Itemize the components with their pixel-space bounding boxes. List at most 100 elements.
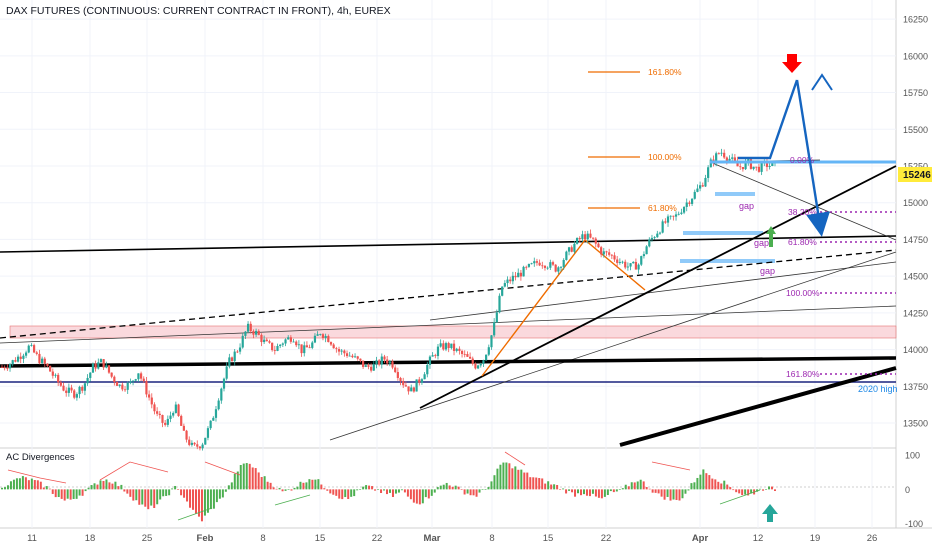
candle[interactable]: [549, 259, 552, 271]
candle[interactable]: [739, 162, 742, 170]
candle[interactable]: [327, 334, 330, 343]
candle[interactable]: [471, 356, 474, 366]
candle[interactable]: [509, 276, 512, 284]
candle[interactable]: [14, 357, 17, 363]
candle[interactable]: [19, 352, 22, 364]
candle[interactable]: [292, 338, 295, 343]
candle[interactable]: [75, 392, 78, 401]
candle[interactable]: [602, 247, 605, 258]
candle[interactable]: [305, 341, 309, 348]
candle[interactable]: [672, 215, 675, 221]
candle[interactable]: [105, 361, 108, 369]
candle[interactable]: [345, 350, 349, 358]
candle[interactable]: [91, 362, 95, 373]
candle[interactable]: [161, 414, 164, 428]
candle[interactable]: [297, 340, 300, 350]
candle[interactable]: [0, 364, 4, 369]
candle[interactable]: [720, 148, 723, 157]
candle[interactable]: [661, 219, 664, 234]
candle[interactable]: [632, 261, 635, 264]
candle[interactable]: [265, 337, 268, 342]
candle[interactable]: [38, 349, 41, 365]
candle[interactable]: [490, 334, 493, 350]
candle[interactable]: [444, 341, 448, 352]
candle[interactable]: [335, 346, 338, 353]
candle[interactable]: [482, 359, 485, 367]
candle[interactable]: [41, 356, 44, 365]
candle[interactable]: [624, 259, 627, 270]
candle[interactable]: [562, 258, 565, 270]
candle[interactable]: [321, 333, 325, 341]
candle[interactable]: [241, 332, 244, 349]
candle[interactable]: [479, 362, 482, 368]
candle[interactable]: [319, 333, 322, 336]
candle[interactable]: [158, 410, 161, 419]
candle[interactable]: [495, 309, 498, 323]
candle[interactable]: [353, 353, 357, 359]
candle[interactable]: [81, 385, 84, 394]
candle[interactable]: [436, 344, 440, 360]
candle[interactable]: [166, 415, 169, 428]
candle[interactable]: [193, 442, 196, 446]
candle[interactable]: [420, 378, 424, 385]
candle[interactable]: [474, 362, 477, 370]
candle[interactable]: [383, 354, 386, 363]
candle[interactable]: [541, 261, 544, 269]
candle[interactable]: [308, 344, 311, 349]
candle[interactable]: [658, 231, 662, 235]
candle[interactable]: [150, 393, 153, 409]
candle[interactable]: [113, 375, 116, 386]
candle[interactable]: [206, 426, 210, 441]
candle[interactable]: [570, 245, 573, 253]
candle[interactable]: [485, 354, 488, 361]
candle[interactable]: [621, 260, 624, 264]
candle[interactable]: [629, 263, 632, 271]
candle[interactable]: [188, 436, 191, 447]
candle[interactable]: [257, 329, 260, 336]
candle[interactable]: [749, 158, 753, 170]
candle[interactable]: [6, 364, 9, 371]
candle[interactable]: [316, 331, 319, 336]
candle[interactable]: [249, 321, 252, 334]
candle[interactable]: [388, 359, 391, 367]
candle[interactable]: [233, 348, 236, 366]
candle[interactable]: [682, 206, 686, 215]
candle[interactable]: [640, 255, 643, 267]
candle[interactable]: [415, 379, 418, 392]
candle[interactable]: [468, 352, 472, 360]
candle[interactable]: [145, 377, 148, 398]
candle[interactable]: [696, 184, 699, 193]
candle[interactable]: [139, 371, 143, 382]
candle[interactable]: [511, 271, 514, 285]
candle[interactable]: [255, 328, 258, 337]
candle[interactable]: [263, 335, 266, 345]
candle[interactable]: [717, 152, 720, 155]
candle[interactable]: [543, 264, 547, 271]
candle[interactable]: [699, 181, 702, 192]
candle[interactable]: [637, 263, 640, 274]
candle[interactable]: [311, 340, 314, 350]
candle[interactable]: [201, 442, 204, 451]
candle[interactable]: [131, 380, 135, 386]
candle[interactable]: [129, 378, 132, 385]
candle[interactable]: [551, 260, 555, 266]
candle[interactable]: [557, 266, 560, 275]
candle[interactable]: [46, 363, 49, 367]
candle[interactable]: [554, 264, 557, 273]
candle[interactable]: [332, 343, 335, 349]
candle[interactable]: [300, 344, 303, 357]
candle[interactable]: [517, 268, 520, 278]
candle[interactable]: [8, 362, 12, 372]
candle[interactable]: [252, 329, 255, 339]
candle[interactable]: [378, 359, 381, 367]
candle[interactable]: [715, 151, 718, 167]
candle[interactable]: [97, 358, 100, 370]
candle[interactable]: [118, 384, 121, 388]
candle[interactable]: [99, 358, 103, 363]
candle[interactable]: [399, 376, 402, 386]
candle[interactable]: [11, 359, 14, 367]
candle[interactable]: [594, 237, 597, 248]
candlesticks[interactable]: [0, 148, 777, 451]
candle[interactable]: [169, 411, 172, 423]
candle[interactable]: [669, 215, 672, 220]
